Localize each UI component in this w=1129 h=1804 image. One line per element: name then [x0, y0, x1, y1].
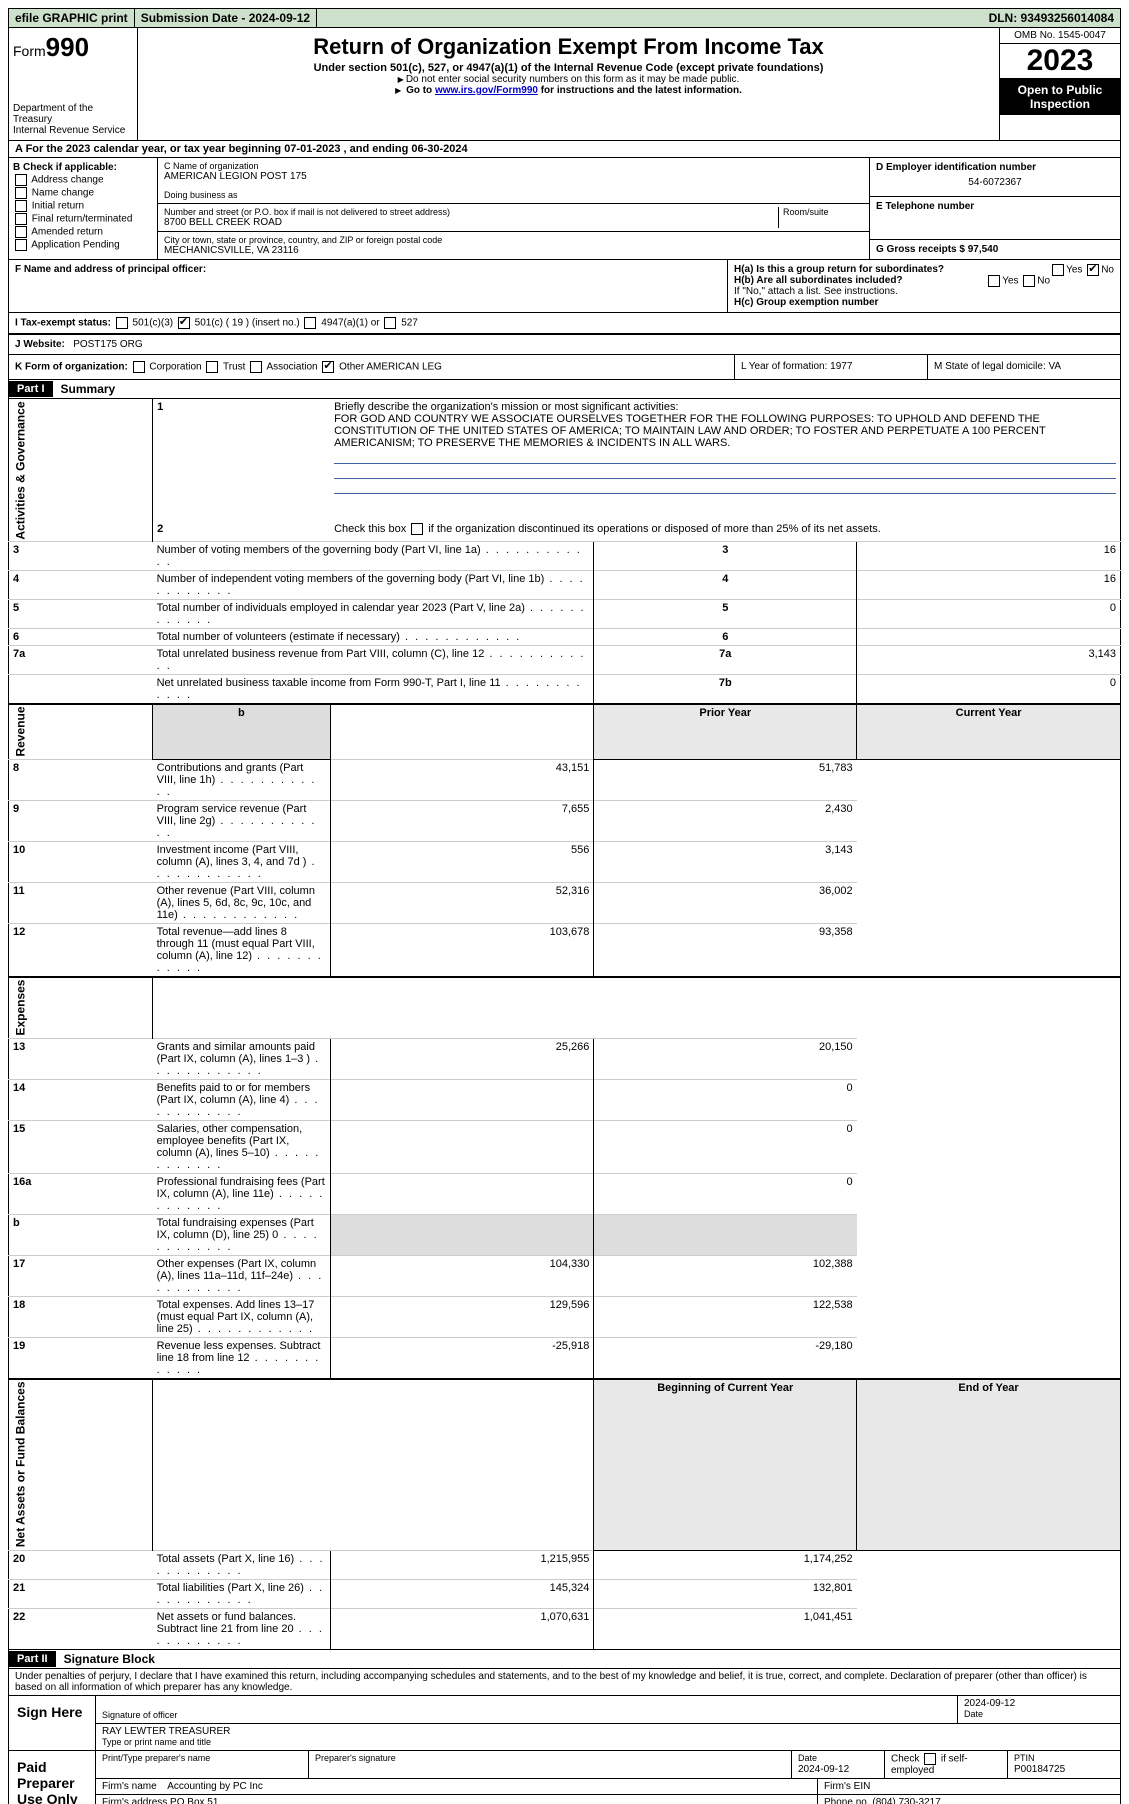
- side-expenses: Expenses: [9, 977, 153, 1039]
- tax-year: 2023: [1000, 44, 1120, 79]
- summary-line: 4Number of independent voting members of…: [9, 571, 1121, 600]
- summary-line: 20Total assets (Part X, line 16)1,215,95…: [9, 1550, 1121, 1579]
- dln-label: DLN: 93493256014084: [983, 9, 1120, 27]
- summary-line: 12Total revenue—add lines 8 through 11 (…: [9, 924, 1121, 978]
- row-a-period: A For the 2023 calendar year, or tax yea…: [8, 141, 1121, 158]
- form-number: Form990: [13, 32, 133, 63]
- summary-line: 15Salaries, other compensation, employee…: [9, 1121, 1121, 1174]
- side-netassets: Net Assets or Fund Balances: [9, 1379, 153, 1550]
- summary-line: bTotal fundraising expenses (Part IX, co…: [9, 1215, 1121, 1256]
- summary-line: 10Investment income (Part VIII, column (…: [9, 842, 1121, 883]
- box-de: D Employer identification number 54-6072…: [869, 158, 1120, 259]
- row-ij: I Tax-exempt status: 501(c)(3) 501(c) ( …: [8, 313, 1121, 335]
- summary-line: 17Other expenses (Part IX, column (A), l…: [9, 1256, 1121, 1297]
- section-bcde: B Check if applicable: Address change Na…: [8, 158, 1121, 260]
- summary-line: 21Total liabilities (Part X, line 26)145…: [9, 1579, 1121, 1608]
- side-governance: Activities & Governance: [9, 399, 153, 542]
- summary-line: Net unrelated business taxable income fr…: [9, 675, 1121, 705]
- summary-line: 19Revenue less expenses. Subtract line 1…: [9, 1338, 1121, 1380]
- subtitle-3: Go to www.irs.gov/Form990 for instructio…: [142, 85, 995, 96]
- subtitle-1: Under section 501(c), 527, or 4947(a)(1)…: [142, 62, 995, 74]
- top-bar: efile GRAPHIC print Submission Date - 20…: [8, 8, 1121, 28]
- inspection-label: Open to Public Inspection: [1000, 79, 1120, 115]
- summary-line: 3Number of voting members of the governi…: [9, 542, 1121, 571]
- submission-date: Submission Date - 2024-09-12: [135, 9, 317, 27]
- part2-header: Part II Signature Block: [8, 1650, 1121, 1669]
- summary-line: 22Net assets or fund balances. Subtract …: [9, 1608, 1121, 1649]
- part1-header: Part I Summary: [8, 380, 1121, 399]
- summary-line: 13Grants and similar amounts paid (Part …: [9, 1039, 1121, 1080]
- summary-table: Activities & Governance 1 Briefly descri…: [8, 399, 1121, 1650]
- efile-label: efile GRAPHIC print: [9, 9, 135, 27]
- summary-line: 5Total number of individuals employed in…: [9, 600, 1121, 629]
- signature-block: Sign Here Signature of officer 2024-09-1…: [8, 1696, 1121, 1804]
- summary-line: 14Benefits paid to or for members (Part …: [9, 1080, 1121, 1121]
- dept-label: Department of the Treasury: [13, 103, 133, 125]
- summary-line: 8Contributions and grants (Part VIII, li…: [9, 760, 1121, 801]
- summary-line: 16aProfessional fundraising fees (Part I…: [9, 1174, 1121, 1215]
- summary-line: 7aTotal unrelated business revenue from …: [9, 646, 1121, 675]
- summary-line: 11Other revenue (Part VIII, column (A), …: [9, 883, 1121, 924]
- row-j: J Website: POST175 ORG: [8, 335, 1121, 355]
- declaration: Under penalties of perjury, I declare th…: [8, 1669, 1121, 1696]
- irs-label: Internal Revenue Service: [13, 125, 133, 136]
- omb-number: OMB No. 1545-0047: [1000, 28, 1120, 44]
- subtitle-2: Do not enter social security numbers on …: [142, 74, 995, 85]
- form-header: Form990 Department of the Treasury Inter…: [8, 28, 1121, 141]
- side-revenue: Revenue: [9, 704, 153, 760]
- box-c: C Name of organization AMERICAN LEGION P…: [158, 158, 869, 259]
- summary-line: 6Total number of volunteers (estimate if…: [9, 629, 1121, 646]
- form990-link[interactable]: www.irs.gov/Form990: [435, 85, 538, 96]
- box-b: B Check if applicable: Address change Na…: [9, 158, 158, 259]
- row-k: K Form of organization: Corporation Trus…: [8, 355, 1121, 380]
- row-fh: F Name and address of principal officer:…: [8, 260, 1121, 313]
- summary-line: 9Program service revenue (Part VIII, lin…: [9, 801, 1121, 842]
- form-title: Return of Organization Exempt From Incom…: [142, 34, 995, 60]
- summary-line: 18Total expenses. Add lines 13–17 (must …: [9, 1297, 1121, 1338]
